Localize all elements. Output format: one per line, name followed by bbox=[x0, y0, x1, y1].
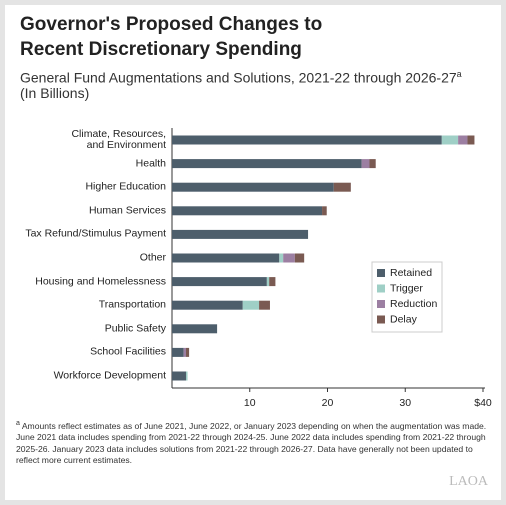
bar-segment bbox=[172, 135, 442, 145]
footnote: a Amounts reflect estimates as of June 2… bbox=[16, 418, 490, 467]
bar-segment bbox=[185, 347, 190, 357]
category-label: Other bbox=[139, 251, 166, 264]
bar-segment bbox=[333, 182, 351, 192]
bar-segment bbox=[172, 347, 184, 357]
x-tick-label: 30 bbox=[399, 397, 411, 409]
bar-segment bbox=[283, 253, 295, 263]
x-tick-label: 10 bbox=[244, 397, 256, 409]
bar-segment bbox=[294, 253, 305, 263]
legend-swatch bbox=[377, 315, 385, 324]
category-label: Workforce Development bbox=[53, 369, 166, 382]
bar-segment bbox=[242, 300, 260, 310]
bar-segment bbox=[322, 206, 327, 216]
bar-segment bbox=[172, 253, 280, 263]
category-label: Health bbox=[135, 157, 166, 170]
legend-label: Retained bbox=[390, 267, 432, 279]
category-label: Public Safety bbox=[104, 322, 166, 335]
bar-segment bbox=[183, 347, 186, 357]
category-label: School Facilities bbox=[90, 345, 166, 358]
unit-note: (In Billions) bbox=[20, 85, 90, 101]
bar-segment bbox=[441, 135, 459, 145]
legend-swatch bbox=[377, 284, 385, 293]
category-label: Transportation bbox=[98, 298, 166, 311]
bar-segment bbox=[185, 371, 188, 381]
bar-segment bbox=[172, 300, 243, 310]
legend-label: Delay bbox=[390, 313, 418, 325]
bar-segment bbox=[361, 159, 370, 169]
x-tick-label: 20 bbox=[322, 397, 334, 409]
legend-swatch bbox=[377, 300, 385, 308]
bar-segment bbox=[259, 300, 270, 310]
category-label: Higher Education bbox=[85, 180, 166, 193]
panel bbox=[5, 5, 501, 500]
chart-title: Governor's Proposed Changes to Recent Di… bbox=[20, 14, 323, 60]
bar-segment bbox=[172, 324, 218, 334]
bar-segment bbox=[172, 277, 267, 287]
legend-swatch bbox=[377, 269, 385, 277]
bar-segment bbox=[172, 229, 309, 239]
bar-segment bbox=[266, 277, 270, 287]
bar-segment bbox=[172, 182, 334, 192]
legend-label: Trigger bbox=[390, 282, 423, 294]
footnote-marker: a bbox=[16, 420, 20, 427]
note-marker: a bbox=[456, 69, 462, 79]
logo: LAOA bbox=[449, 474, 488, 489]
category-label: Climate, Resources, and Environment bbox=[71, 128, 166, 151]
bar-segment bbox=[458, 135, 468, 145]
chart-subtitle: General Fund Augmentations and Solutions… bbox=[20, 65, 462, 88]
bar-segment bbox=[279, 253, 284, 263]
bar-segment bbox=[369, 159, 376, 169]
category-label: Tax Refund/Stimulus Payment bbox=[25, 227, 166, 240]
category-label: Human Services bbox=[88, 204, 166, 217]
bar-segment bbox=[172, 206, 323, 216]
category-label: Housing and Homelessness bbox=[35, 275, 166, 288]
footnote-text: Amounts reflect estimates as of June 202… bbox=[16, 420, 487, 466]
bar-segment bbox=[269, 277, 276, 287]
x-tick-label: $40 bbox=[474, 397, 492, 409]
bar-segment bbox=[172, 159, 362, 169]
bar-segment bbox=[172, 371, 186, 381]
subtitle-text: General Fund Augmentations and Solutions… bbox=[20, 69, 457, 86]
bar-segment bbox=[467, 135, 475, 145]
legend-label: Reduction bbox=[390, 298, 437, 310]
